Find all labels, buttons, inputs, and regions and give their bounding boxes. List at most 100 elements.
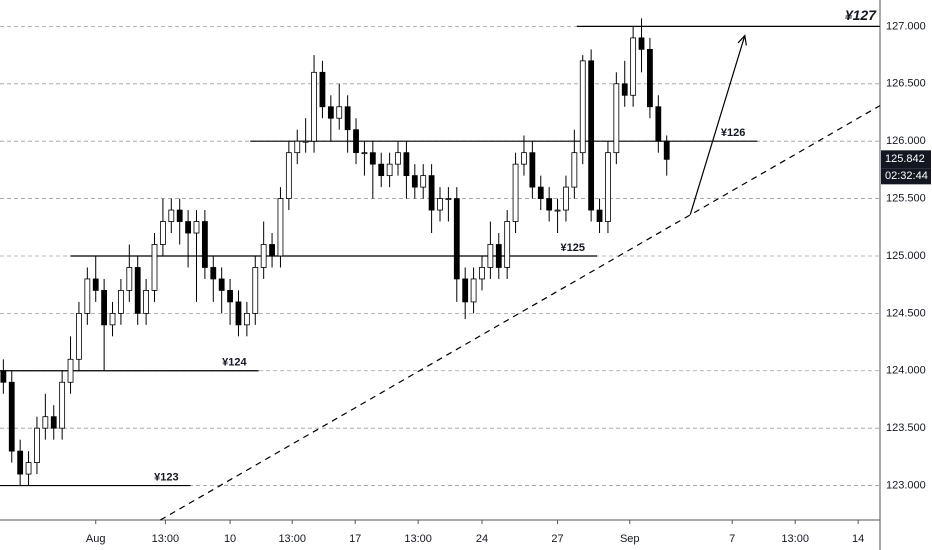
candle-body <box>50 416 57 429</box>
candle-body <box>336 106 343 119</box>
y-tick-label: 124.000 <box>886 365 926 377</box>
x-tick-label: 24 <box>476 533 488 545</box>
candle-body <box>361 152 368 155</box>
candle-body <box>605 152 611 222</box>
x-tick-label: 17 <box>349 533 361 545</box>
x-tick-label: 14 <box>852 533 864 545</box>
candle-body <box>638 37 645 50</box>
candle-body <box>571 152 578 188</box>
candle-body <box>210 267 217 280</box>
candle-body <box>445 198 452 200</box>
candle-body <box>8 381 15 452</box>
countdown-box <box>881 168 931 185</box>
candle-body <box>42 416 49 429</box>
candle-body <box>168 209 175 222</box>
candle-body <box>563 186 569 211</box>
candle-body <box>470 278 477 303</box>
candle-body <box>319 71 326 108</box>
x-tick-label: 10 <box>224 533 236 545</box>
candle-body <box>151 244 158 291</box>
y-tick-label: 127.000 <box>886 20 926 32</box>
candle-body <box>302 140 309 143</box>
candle-body <box>344 106 351 131</box>
trendline <box>160 105 881 521</box>
candle-body <box>663 140 670 160</box>
x-tick-label: 7 <box>729 533 735 545</box>
x-tick-label: 27 <box>551 533 563 545</box>
candle-body <box>0 370 7 383</box>
candle-body <box>17 450 24 475</box>
candle-body <box>596 209 603 222</box>
candle-body <box>134 267 141 314</box>
arrow-head <box>737 34 747 46</box>
last-price-label: 125.842 <box>885 153 925 165</box>
candle-body <box>76 312 82 360</box>
candle-body <box>437 198 443 211</box>
candle-body <box>487 244 494 268</box>
candle-body <box>101 290 108 326</box>
candle-body <box>479 267 485 280</box>
candle-body <box>227 290 233 303</box>
candle-body <box>277 198 284 257</box>
candle-body <box>193 221 200 234</box>
candle-body <box>327 106 334 119</box>
candle-body <box>269 244 275 257</box>
x-tick-label: 13:00 <box>278 533 306 545</box>
candle-body <box>185 221 191 234</box>
candle-body <box>160 221 166 245</box>
candle-body <box>462 278 469 303</box>
candle-body <box>504 221 511 268</box>
candle-body <box>235 301 242 326</box>
candle-body <box>118 290 124 314</box>
candle-body <box>294 140 301 154</box>
countdown: 02:32:44 <box>885 170 928 182</box>
candle-body <box>521 152 527 165</box>
x-tick-label: Aug <box>86 533 106 545</box>
candle-body <box>252 267 259 314</box>
y-tick-label: 123.000 <box>886 479 926 491</box>
candle-body <box>34 427 40 464</box>
candle-body <box>143 290 150 314</box>
candle-body <box>353 129 359 154</box>
candle-body <box>495 244 502 268</box>
candle-body <box>411 175 418 188</box>
candle-body <box>201 221 208 268</box>
candle-body <box>243 312 250 326</box>
x-tick-label: 13:00 <box>781 533 809 545</box>
x-tick-label: 13:00 <box>152 533 180 545</box>
candle-body <box>285 152 292 199</box>
candle-body <box>109 312 116 326</box>
candle-body <box>554 209 561 212</box>
candle-body <box>218 278 225 291</box>
candle-body <box>546 198 553 211</box>
y-tick-label: 123.500 <box>886 422 926 434</box>
y-tick-label: 124.500 <box>886 307 926 319</box>
level-label: ¥123 <box>154 471 178 483</box>
level-label: ¥127 <box>845 7 877 23</box>
y-tick-label: 125.500 <box>886 192 926 204</box>
candle-body <box>403 152 410 177</box>
candle-body <box>647 48 653 108</box>
candle-body <box>512 163 519 222</box>
candle-body <box>92 278 99 291</box>
candle-body <box>395 152 401 165</box>
candle-body <box>613 83 620 154</box>
candle-body <box>420 175 427 188</box>
y-tick-label: 126.000 <box>886 135 926 147</box>
candle-body <box>579 60 586 154</box>
candle-body <box>84 278 91 314</box>
candle-body <box>59 381 66 429</box>
x-tick-label: Sep <box>620 533 640 545</box>
candle-body <box>25 462 32 475</box>
x-tick-label: 13:00 <box>404 533 432 545</box>
candle-body <box>260 244 267 268</box>
candle-body <box>621 83 628 96</box>
last-price-box <box>881 150 931 169</box>
candle-body <box>529 152 536 188</box>
level-label: ¥126 <box>721 127 745 139</box>
y-tick-label: 125.000 <box>886 250 926 262</box>
candle-body <box>588 60 595 211</box>
candle-body <box>655 106 662 142</box>
arrow <box>689 35 746 215</box>
